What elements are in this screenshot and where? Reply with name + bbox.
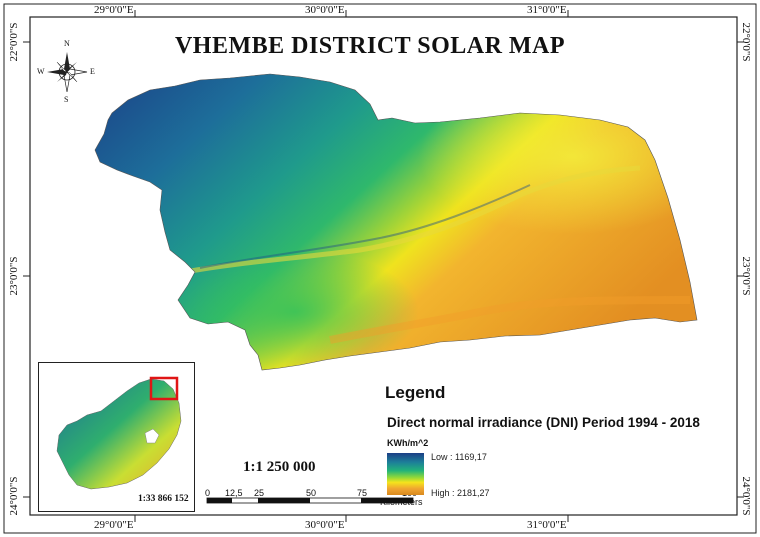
- scalebar-unit: Kilometers: [380, 497, 423, 507]
- compass-north-label: N: [64, 39, 70, 48]
- compass-south-label: S: [64, 95, 69, 104]
- south-africa-inset: [56, 376, 182, 490]
- legend-subtitle: Direct normal irradiance (DNI) Period 19…: [387, 415, 700, 430]
- legend-unit: KWh/m^2: [387, 438, 429, 448]
- compass-east-label: E: [90, 67, 95, 76]
- legend-low-label: Low : 1169,17: [431, 452, 487, 462]
- grid-label-bottom-2: 30°0'0"E: [305, 519, 345, 531]
- scalebar-label-12: 12,5: [225, 488, 243, 498]
- map-title: VHEMBE DISTRICT SOLAR MAP: [174, 33, 566, 59]
- grid-label-bottom-1: 29°0'0"E: [94, 519, 134, 531]
- grid-label-top-2: 30°0'0"E: [305, 4, 345, 16]
- map-scale-ratio: 1:1 250 000: [243, 459, 316, 475]
- grid-label-top-3: 31°0'0"E: [527, 4, 567, 16]
- compass-west-label: W: [37, 67, 45, 76]
- scalebar-label-25: 25: [254, 488, 265, 498]
- north-arrow-icon: [47, 52, 88, 93]
- grid-label-bottom-3: 31°0'0"E: [527, 519, 567, 531]
- legend-high-label: High : 2181,27: [431, 488, 490, 498]
- inset-highlight-box: [149, 376, 179, 401]
- scalebar: [206, 497, 414, 504]
- scalebar-label-0: 0: [205, 488, 211, 498]
- scalebar-label-50: 50: [306, 488, 317, 498]
- legend-title: Legend: [385, 383, 446, 402]
- inset-scale-text: 1:33 866 152: [138, 494, 189, 504]
- inset-map: [38, 362, 195, 512]
- legend-color-ramp: [387, 453, 424, 495]
- scalebar-label-75: 75: [357, 488, 368, 498]
- grid-label-top-1: 29°0'0"E: [94, 4, 134, 16]
